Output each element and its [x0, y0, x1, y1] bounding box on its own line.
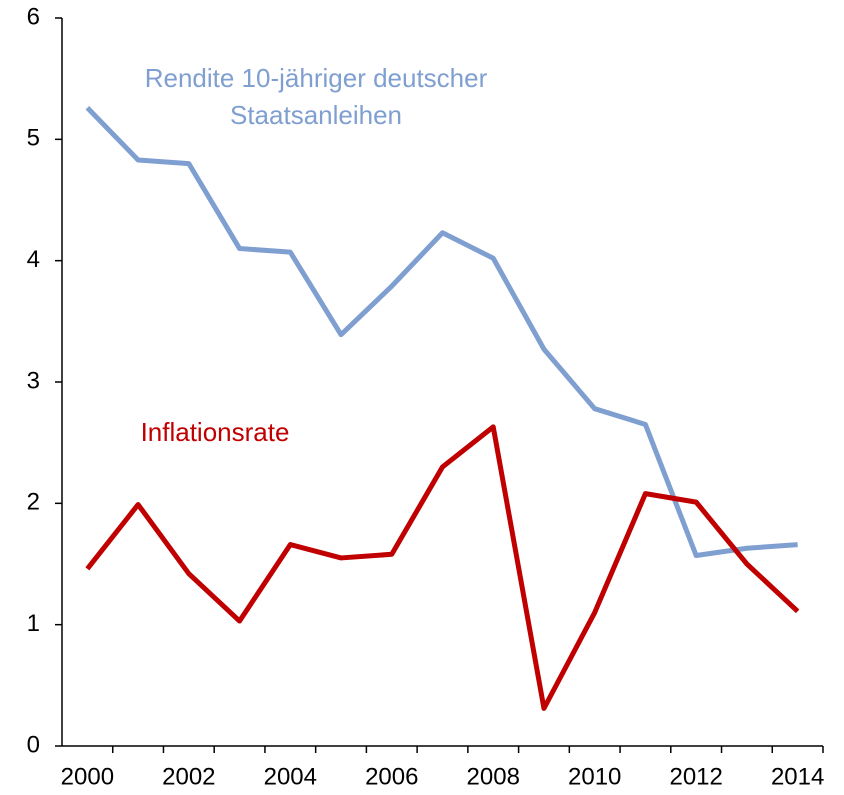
y-tick-label: 1	[27, 610, 40, 637]
series-line	[85, 424, 800, 711]
y-tick-label: 3	[27, 367, 40, 394]
x-tick-label: 2000	[61, 763, 114, 790]
x-tick-label: 2014	[771, 763, 824, 790]
series-label: Inflationsrate	[140, 417, 290, 447]
y-tick-label: 0	[27, 731, 40, 758]
x-tick-label: 2008	[467, 763, 520, 790]
y-tick-label: 4	[27, 246, 40, 273]
x-tick-label: 2010	[568, 763, 621, 790]
x-tick-label: 2004	[264, 763, 317, 790]
x-tick-label: 2002	[162, 763, 215, 790]
y-tick-label: 6	[27, 3, 40, 30]
series-line	[85, 106, 798, 559]
y-tick-label: 2	[27, 489, 40, 516]
x-tick-label: 2006	[365, 763, 418, 790]
x-tick-label: 2012	[669, 763, 722, 790]
y-tick-label: 5	[27, 125, 40, 152]
series-label: Rendite 10-jähriger deutscher Staatsanle…	[144, 63, 488, 130]
